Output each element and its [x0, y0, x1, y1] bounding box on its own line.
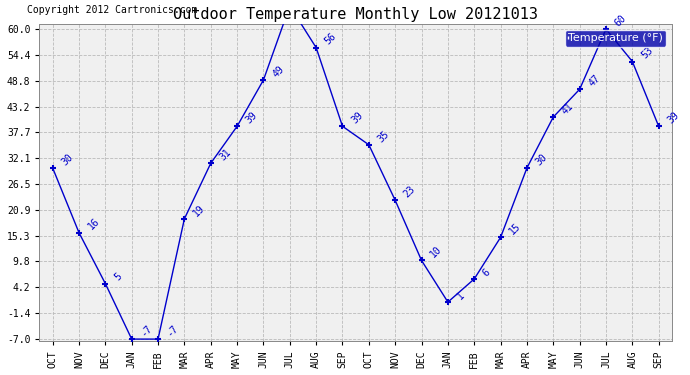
Text: 6: 6 [481, 267, 493, 278]
Text: 16: 16 [86, 216, 101, 232]
Text: 56: 56 [323, 32, 339, 47]
Text: 30: 30 [534, 152, 549, 167]
Text: 47: 47 [586, 73, 602, 88]
Text: 15: 15 [508, 221, 523, 237]
Text: 10: 10 [428, 244, 444, 260]
Text: 53: 53 [640, 45, 655, 61]
Text: 30: 30 [59, 152, 75, 167]
Text: 23: 23 [402, 184, 417, 200]
Text: 49: 49 [270, 64, 286, 79]
Text: 65: 65 [0, 374, 1, 375]
Text: 39: 39 [244, 110, 259, 126]
Text: 39: 39 [666, 110, 681, 126]
Text: 1: 1 [455, 290, 466, 301]
Text: -7: -7 [139, 323, 154, 338]
Text: -7: -7 [165, 323, 180, 338]
Title: Outdoor Temperature Monthly Low 20121013: Outdoor Temperature Monthly Low 20121013 [173, 7, 538, 22]
Text: Copyright 2012 Cartronics.com: Copyright 2012 Cartronics.com [27, 6, 197, 15]
Text: 35: 35 [376, 129, 391, 144]
Text: 19: 19 [191, 202, 207, 218]
Text: 5: 5 [112, 272, 124, 283]
Text: 60: 60 [613, 13, 629, 28]
Text: 31: 31 [217, 147, 233, 162]
Text: 39: 39 [349, 110, 365, 126]
Text: 41: 41 [560, 101, 575, 116]
Legend: Temperature (°F): Temperature (°F) [565, 30, 667, 47]
